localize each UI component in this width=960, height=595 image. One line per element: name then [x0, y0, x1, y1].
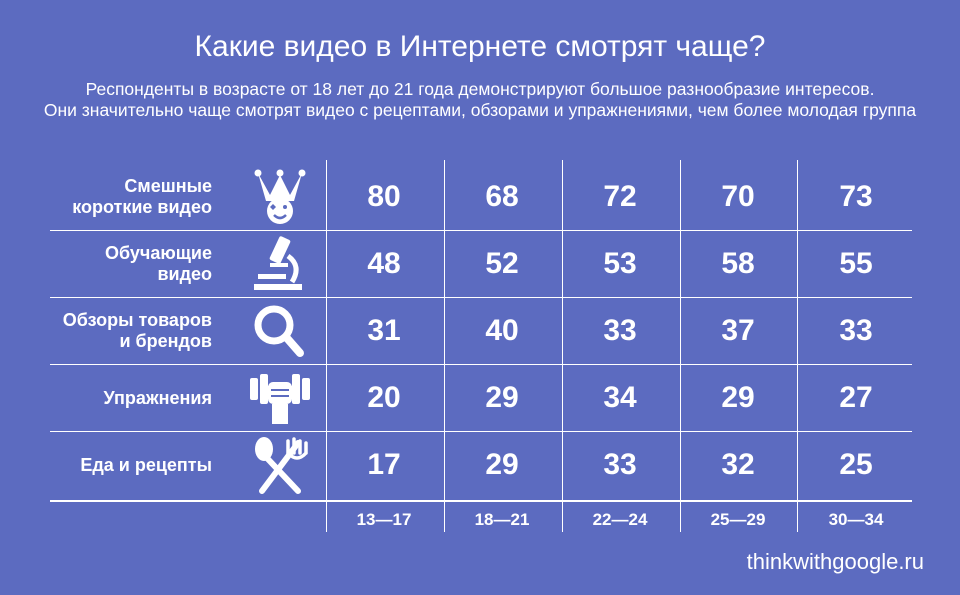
- data-cell: 68: [485, 180, 519, 213]
- row-label: Обзоры товаров и брендов: [0, 298, 212, 364]
- data-cell: 27: [839, 381, 873, 414]
- source-label: thinkwithgoogle.ru: [746, 549, 924, 574]
- data-cell: 25: [839, 448, 873, 481]
- data-cell: 72: [603, 180, 637, 213]
- jester-hat-icon: [244, 167, 316, 227]
- row-divider: [50, 431, 912, 432]
- table-row: Упражнения 20 29 34 29 27: [0, 365, 960, 431]
- column-divider: [326, 160, 327, 532]
- spoon-fork-icon: [244, 435, 316, 495]
- chart-title: Какие видео в Интернете смотрят чаще?: [194, 30, 766, 63]
- data-cell: 73: [839, 180, 873, 213]
- table-row: Смешные короткие видео 80 68 72 70 73: [0, 164, 960, 230]
- row-label-line: Обзоры товаров: [62, 310, 212, 330]
- column-divider: [680, 160, 681, 532]
- data-cell: 70: [721, 180, 755, 213]
- table-baseline: [50, 500, 912, 502]
- microscope-icon: [244, 234, 316, 294]
- column-label: 22—24: [592, 510, 648, 529]
- row-label: Смешные короткие видео: [0, 164, 212, 230]
- data-cell: 33: [839, 314, 873, 347]
- data-cell: 40: [485, 314, 519, 347]
- row-label: Обучающие видео: [0, 231, 212, 297]
- data-cell: 80: [367, 180, 401, 213]
- row-divider: [50, 297, 912, 298]
- data-cell: 31: [367, 314, 401, 347]
- subtitle-line: Респонденты в возрасте от 18 лет до 21 г…: [85, 79, 875, 99]
- table-row: Обучающие видео 48 52 53 58 55: [0, 231, 960, 297]
- magnifier-icon: [244, 301, 316, 361]
- row-label-line: Упражнения: [103, 387, 212, 408]
- column-divider: [797, 160, 798, 532]
- column-label: 25—29: [710, 510, 766, 529]
- row-label-line: и брендов: [119, 331, 212, 351]
- row-divider: [50, 364, 912, 365]
- chart-subtitle: Респонденты в возрасте от 18 лет до 21 г…: [0, 79, 960, 121]
- data-cell: 55: [839, 247, 873, 280]
- column-label: 18—21: [474, 510, 530, 529]
- row-label: Еда и рецепты: [0, 432, 212, 498]
- subtitle-line: Они значительно чаще смотрят видео с рец…: [43, 100, 917, 120]
- row-label-line: Обучающие: [105, 243, 212, 263]
- data-cell: 20: [367, 381, 401, 414]
- table-row: Еда и рецепты 17 29 33 32 25: [0, 432, 960, 498]
- row-label-line: видео: [157, 264, 212, 284]
- row-label: Упражнения: [0, 365, 212, 431]
- data-cell: 37: [721, 314, 755, 347]
- column-divider: [562, 160, 563, 532]
- data-cell: 29: [721, 381, 755, 414]
- data-cell: 58: [721, 247, 755, 280]
- column-label: 13—17: [356, 510, 412, 529]
- dumbbell-fist-icon: [244, 368, 316, 428]
- row-label-line: Еда и рецепты: [80, 454, 212, 475]
- row-label-line: короткие видео: [72, 197, 212, 217]
- data-cell: 32: [721, 448, 755, 481]
- table-row: Обзоры товаров и брендов 31 40 33 37 33: [0, 298, 960, 364]
- row-divider: [50, 230, 912, 231]
- data-cell: 48: [367, 247, 401, 280]
- data-cell: 29: [485, 381, 519, 414]
- row-label-line: Смешные: [124, 176, 212, 196]
- data-cell: 52: [485, 247, 519, 280]
- data-cell: 34: [603, 381, 637, 414]
- data-cell: 29: [485, 448, 519, 481]
- column-divider: [444, 160, 445, 532]
- data-cell: 33: [603, 448, 637, 481]
- data-cell: 33: [603, 314, 637, 347]
- column-label: 30—34: [828, 510, 884, 529]
- data-cell: 53: [603, 247, 637, 280]
- data-cell: 17: [367, 448, 401, 481]
